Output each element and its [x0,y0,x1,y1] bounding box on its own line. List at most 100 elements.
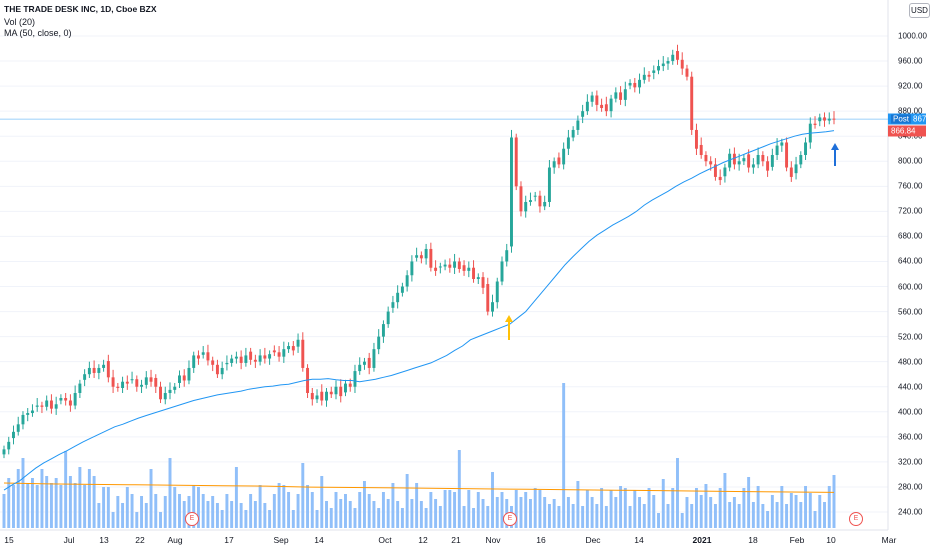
volume-bar [244,510,248,528]
volume-bar [291,510,295,528]
candle-body [642,74,646,80]
candle-body [206,352,210,361]
volume-bar [818,495,822,528]
candle-body [443,264,447,267]
volume-bar [106,487,110,528]
candle-body [353,371,357,387]
volume-bar [2,494,6,528]
candle-body [415,255,419,258]
candle-body [154,377,158,387]
candle-body [182,375,186,381]
volume-bar [111,512,115,528]
volume-bar [287,492,291,528]
time-tick-label: 15 [4,535,14,545]
volume-bar [694,488,698,528]
volume-bar [713,504,717,528]
volume-bar [140,496,144,528]
candle-body [116,386,120,388]
candle-body [728,153,732,168]
candle-body [576,120,580,130]
time-tick-label: 18 [748,535,758,545]
volume-bar [381,492,385,528]
volume-bar [396,501,400,528]
candle-body [690,76,694,130]
candle-body [12,431,15,439]
volume-bar [21,458,25,528]
moving-average-line [3,130,835,491]
volume-bar [35,485,39,528]
volume-bar [491,472,494,528]
candle-body [647,74,651,77]
time-tick-label: 22 [135,535,145,545]
volume-bar [775,502,779,528]
volume-bar [268,510,272,528]
volume-bar [272,494,276,528]
candle-body [652,70,656,73]
candle-body [747,154,751,168]
earnings-marker[interactable]: E [185,512,199,526]
volume-bar [296,494,300,528]
candle-body [391,302,395,308]
candle-body [187,367,191,381]
earnings-marker[interactable]: E [503,512,517,526]
volume-indicator-label[interactable]: Vol (20) [4,17,36,27]
candle-body [486,284,490,312]
volume-bar [623,488,627,528]
candle-body [396,292,400,303]
volume-bar [26,483,30,528]
candle-body [723,167,727,177]
candle-body [633,82,637,88]
volume-bar [234,467,238,528]
candle-body [785,142,789,168]
volume-bar [258,485,262,528]
price-tick-label: 360.00 [898,432,923,442]
volume-bar [751,502,755,528]
volume-bar [590,497,594,528]
volume-bar [253,501,257,528]
volume-bar [832,475,836,528]
candle-body [562,148,566,165]
time-tick-label: 14 [634,535,644,545]
volume-bar [230,501,234,528]
volume-bar [277,483,281,528]
price-tick-label: 320.00 [898,457,923,467]
volume-bar [642,504,646,528]
volume-bar [528,499,532,528]
volume-bar [239,503,243,528]
volume-bar [159,512,162,528]
time-tick-label: Oct [378,535,392,545]
ma-indicator-label[interactable]: MA (50, close, 0) [4,28,72,38]
symbol-title: THE TRADE DESK INC, 1D, Cboe BZX [4,4,157,14]
volume-bar [571,504,575,528]
volume-bar [780,486,784,528]
volume-bar [334,492,338,528]
annotation-arrow-up [505,315,513,340]
volume-bar [362,481,366,528]
candle-body [410,261,414,276]
price-tick-label: 800.00 [898,156,923,166]
candle-body [804,142,808,155]
candle-body [381,324,385,337]
candle-body [510,137,513,247]
volume-bar [804,486,808,528]
candle-body [196,355,200,359]
price-tick-label: 720.00 [898,206,923,216]
candle-body [585,101,589,112]
volume-bar [348,501,352,528]
volume-bar [211,496,215,528]
time-tick-label: Dec [585,535,601,545]
volume-bar [192,485,196,528]
price-tick-label: 520.00 [898,332,923,342]
volume-bar [97,503,101,528]
volume-bar [476,492,480,528]
time-tick-label: Nov [485,535,501,545]
volume-bar [419,501,423,528]
candle-body [571,129,575,138]
volume-bar [448,490,452,528]
candle-body [159,386,162,400]
currency-button[interactable]: USD [909,3,930,18]
price-tick-label: 400.00 [898,407,923,417]
candle-body [230,358,234,363]
earnings-marker[interactable]: E [849,512,863,526]
